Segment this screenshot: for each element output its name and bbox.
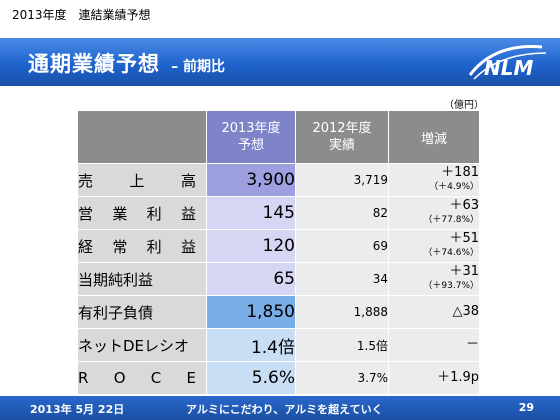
page-title: 通期業績予想 – 前期比	[28, 48, 225, 78]
header-actual-line2: 実績	[328, 138, 355, 153]
company-logo-icon: NLM	[468, 45, 547, 80]
change-value: ＋51	[449, 231, 479, 246]
header-actual-line1: 2012年度	[312, 121, 372, 136]
title-main: 通期業績予想	[28, 52, 160, 76]
forecast-value: 5.6%	[206, 361, 296, 395]
title-suffix: – 前期比	[171, 59, 225, 75]
row-label-char: C	[150, 369, 162, 387]
change-value: ＋1.9p	[437, 370, 479, 385]
forecast-value: 145	[206, 196, 296, 230]
title-bar: 通期業績予想 – 前期比 NLM	[0, 38, 560, 86]
footer-date: 2013年 5月 22日	[30, 403, 125, 416]
header-forecast-line1: 2013年度	[221, 121, 281, 136]
row-label-char: 売	[78, 171, 94, 190]
change-percent: （＋4.9%）	[429, 182, 479, 192]
row-label: 営業利益	[78, 196, 207, 230]
header-forecast: 2013年度 予想	[206, 111, 296, 164]
row-label: 当期純利益	[78, 262, 207, 296]
change-percent: （＋74.6%）	[423, 248, 479, 258]
row-label-char: 利	[146, 204, 162, 223]
row-label-char: 益	[180, 204, 196, 223]
row-label-char: 利	[146, 237, 162, 256]
row-label-char: 営	[78, 204, 94, 223]
change-cell: －	[388, 328, 480, 362]
logo-text: NLM	[484, 56, 533, 80]
row-label-text: ネットDEレシオ	[78, 336, 190, 355]
forecast-value: 120	[206, 229, 296, 263]
header-corner	[78, 111, 207, 164]
actual-value: 3.7%	[295, 361, 389, 395]
row-label-char: 益	[180, 237, 196, 256]
actual-value: 34	[295, 262, 389, 296]
actual-value: 1.5倍	[295, 328, 389, 362]
unit-label: （億円）	[444, 100, 484, 111]
change-cell: △38	[388, 295, 480, 329]
header-actual: 2012年度 実績	[295, 111, 389, 164]
change-value: ＋31	[449, 264, 479, 279]
header-forecast-line2: 予想	[237, 138, 264, 153]
forecast-value: 3,900	[206, 163, 296, 197]
change-cell: ＋63 （＋77.8%）	[388, 196, 480, 230]
footer-slogan: アルミにこだわり、アルミを超えていく	[186, 403, 383, 416]
actual-value: 82	[295, 196, 389, 230]
change-cell: ＋1.9p	[388, 361, 480, 395]
table-row: 当期純利益 65 34 ＋31 （＋93.7%）	[78, 262, 480, 296]
actual-value: 69	[295, 229, 389, 263]
row-label: 売上高	[78, 163, 207, 197]
table-row: R O C E 5.6% 3.7% ＋1.9p	[78, 361, 480, 395]
change-value: ＋63	[449, 198, 479, 213]
table-row: 営業利益 145 82 ＋63 （＋77.8%）	[78, 196, 480, 230]
actual-value: 1,888	[295, 295, 389, 329]
footer-bar: 2013年 5月 22日 アルミにこだわり、アルミを超えていく 29	[0, 396, 560, 420]
row-label-char: O	[113, 369, 126, 387]
row-label: ネットDEレシオ	[78, 328, 207, 362]
page-number: 29	[518, 401, 534, 414]
change-percent: （＋77.8%）	[423, 215, 479, 225]
change-percent: （＋93.7%）	[423, 281, 479, 291]
change-cell: ＋31 （＋93.7%）	[388, 262, 480, 296]
row-label-char: 上	[129, 171, 145, 190]
row-label: 経常利益	[78, 229, 207, 263]
row-label-char: 常	[112, 237, 128, 256]
row-label-text: 有利子負債	[78, 303, 154, 322]
table-row: 経常利益 120 69 ＋51 （＋74.6%）	[78, 229, 480, 263]
table-row: 売 上 高 3,900 3,719 ＋181 （＋4.9%）	[78, 163, 480, 197]
forecast-value: 1.4倍	[206, 328, 296, 362]
row-label-char: R	[78, 369, 89, 387]
table-row: ネットDEレシオ 1.4倍 1.5倍 －	[78, 328, 480, 362]
change-value: －	[465, 337, 479, 352]
top-caption: 2013年度 連結業績予想	[12, 8, 151, 22]
row-label-char: 高	[180, 171, 196, 190]
table-body: 売上高 3,900 3,719 ＋181 （＋4.9%）営業利益 145 82 ＋63 （＋77…	[78, 163, 480, 395]
forecast-value: 1,850	[206, 295, 296, 329]
row-label-text: 当期純利益	[78, 270, 154, 289]
change-value: ＋181	[441, 165, 479, 180]
change-value: △38	[452, 304, 479, 319]
row-label-char: 経	[78, 237, 94, 256]
forecast-value: 65	[206, 262, 296, 296]
actual-value: 3,719	[295, 163, 389, 197]
header-change: 増減	[388, 111, 480, 164]
forecast-table: 2013年度 予想 2012年度 実績 増減 売上高 3,900 3,719 ＋181…	[78, 111, 480, 395]
row-label-char: E	[186, 369, 196, 387]
row-label-char: 業	[112, 204, 128, 223]
table-row: 有利子負債 1,850 1,888 △38	[78, 295, 480, 329]
change-cell: ＋51 （＋74.6%）	[388, 229, 480, 263]
change-cell: ＋181 （＋4.9%）	[388, 163, 480, 197]
row-label: 有利子負債	[78, 295, 207, 329]
